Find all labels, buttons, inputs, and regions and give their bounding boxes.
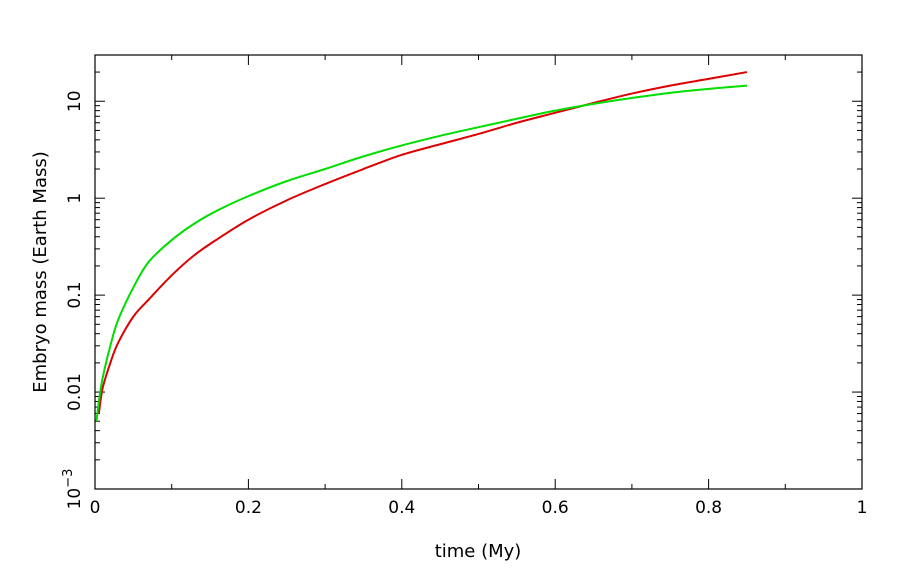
x-tick-label: 0 <box>90 498 101 518</box>
tick-labels: 0 0.2 0.4 0.6 0.8 1 10−3 0.01 0.1 1 10 <box>61 90 867 518</box>
y-tick-label: 0.01 <box>65 373 85 411</box>
x-tick-label: 0.6 <box>542 498 569 518</box>
x-tick-label: 0.4 <box>388 498 415 518</box>
y-tick-label: 1 <box>65 193 85 204</box>
x-axis-label: time (My) <box>435 541 522 562</box>
y-axis-label: Embryo mass (Earth Mass) <box>30 151 51 393</box>
x-tick-label: 0.2 <box>235 498 262 518</box>
y-tick-label: 10 <box>65 90 85 112</box>
y-tick-label: 0.1 <box>65 282 85 309</box>
y-tick-label: 10−3 <box>61 469 85 510</box>
series-lines <box>95 71 748 422</box>
axis-ticks <box>94 54 863 490</box>
series-line-1 <box>97 71 748 414</box>
x-tick-label: 1 <box>857 498 868 518</box>
x-tick-label: 0.8 <box>695 498 722 518</box>
plot-frame <box>94 54 863 490</box>
series-line-2 <box>95 84 748 422</box>
